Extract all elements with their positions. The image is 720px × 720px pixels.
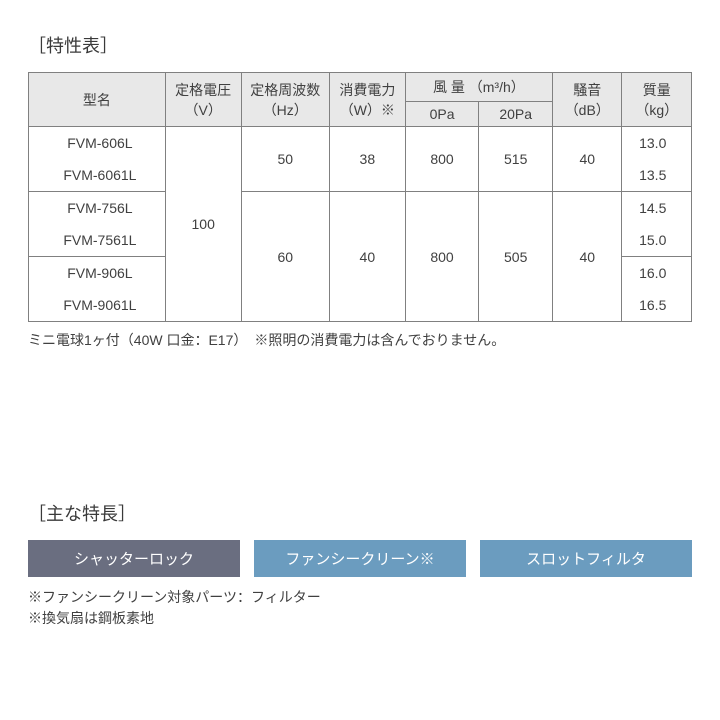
feature-notes: ※ファンシークリーン対象パーツ：フィルター ※換気扇は鋼板素地 xyxy=(28,587,692,629)
table-header: 型名 定格電圧 （V） 定格周波数 （Hz） 消費電力 （W）※ 風 量 （m³… xyxy=(29,73,692,127)
cell-mass: 16.5 xyxy=(622,289,692,322)
cell-noise: 40 xyxy=(553,127,622,192)
cell-model: FVM-9061L xyxy=(29,289,166,322)
feature-badge: シャッターロック xyxy=(28,540,240,577)
cell-airflow-20: 515 xyxy=(479,127,553,192)
cell-mass: 13.0 xyxy=(622,127,692,160)
col-power: 消費電力 （W）※ xyxy=(329,73,405,127)
cell-airflow-0: 800 xyxy=(405,192,479,322)
features-section: ［主な特長］ シャッターロック ファンシークリーン※ スロットフィルタ ※ファン… xyxy=(28,500,692,629)
cell-frequency: 60 xyxy=(241,192,329,322)
cell-mass: 13.5 xyxy=(622,159,692,192)
col-airflow-group: 風 量 （m³/h） xyxy=(405,73,552,102)
cell-airflow-20: 505 xyxy=(479,192,553,322)
features-title: ［主な特長］ xyxy=(28,500,692,526)
cell-mass: 14.5 xyxy=(622,192,692,225)
feature-badge: ファンシークリーン※ xyxy=(254,540,466,577)
cell-power: 40 xyxy=(329,192,405,322)
cell-airflow-0: 800 xyxy=(405,127,479,192)
cell-mass: 16.0 xyxy=(622,257,692,290)
cell-model: FVM-906L xyxy=(29,257,166,290)
spec-section: ［特性表］ 型名 定格電圧 （V） 定格周波数 （Hz） 消費電力 （W）※ xyxy=(28,32,692,350)
cell-model: FVM-606L xyxy=(29,127,166,160)
col-mass: 質量 （kg） xyxy=(622,73,692,127)
spec-footnote: ミニ電球1ヶ付（40W 口金：E17） ※照明の消費電力は含んでおりません。 xyxy=(28,330,692,350)
cell-model: FVM-7561L xyxy=(29,224,166,257)
col-noise: 騒音 （dB） xyxy=(553,73,622,127)
cell-voltage: 100 xyxy=(165,127,241,322)
col-airflow-20: 20Pa xyxy=(479,102,553,127)
spec-title: ［特性表］ xyxy=(28,32,692,58)
table-row: FVM-756L 60 40 800 505 40 14.5 xyxy=(29,192,692,225)
cell-model: FVM-756L xyxy=(29,192,166,225)
feature-badge: スロットフィルタ xyxy=(480,540,692,577)
cell-model: FVM-6061L xyxy=(29,159,166,192)
cell-noise: 40 xyxy=(553,192,622,322)
cell-mass: 15.0 xyxy=(622,224,692,257)
note-line: ※換気扇は鋼板素地 xyxy=(28,608,692,629)
table-row: FVM-606L 100 50 38 800 515 40 13.0 xyxy=(29,127,692,160)
spec-table: 型名 定格電圧 （V） 定格周波数 （Hz） 消費電力 （W）※ 風 量 （m³… xyxy=(28,72,692,322)
col-airflow-0: 0Pa xyxy=(405,102,479,127)
note-line: ※ファンシークリーン対象パーツ：フィルター xyxy=(28,587,692,608)
col-frequency: 定格周波数 （Hz） xyxy=(241,73,329,127)
cell-frequency: 50 xyxy=(241,127,329,192)
col-model: 型名 xyxy=(29,73,166,127)
cell-power: 38 xyxy=(329,127,405,192)
col-voltage: 定格電圧 （V） xyxy=(165,73,241,127)
feature-badges: シャッターロック ファンシークリーン※ スロットフィルタ xyxy=(28,540,692,577)
